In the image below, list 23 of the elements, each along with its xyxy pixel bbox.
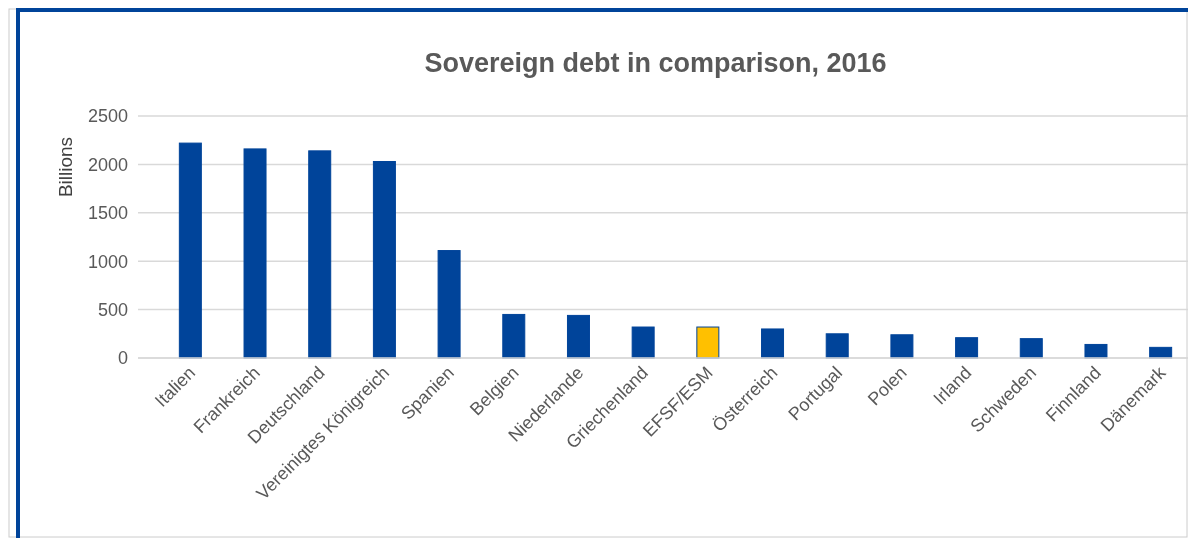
y-tick-label: 0 (117, 348, 128, 369)
y-tick-label: 500 (97, 299, 128, 320)
bar (825, 333, 849, 359)
bar (761, 328, 785, 359)
y-tick-label: 2000 (87, 154, 128, 175)
bar (243, 148, 267, 359)
bar (890, 334, 914, 359)
bar (308, 150, 332, 359)
chart-title: Sovereign debt in comparison, 2016 (424, 48, 887, 78)
bar (1084, 343, 1108, 359)
bar (696, 326, 720, 359)
bar (566, 314, 590, 359)
y-tick-label: 1500 (87, 203, 128, 224)
y-tick-label: 1000 (87, 251, 128, 272)
bar (372, 161, 396, 359)
y-axis-title: Billions (55, 136, 76, 198)
bar (955, 337, 979, 359)
bar (178, 142, 202, 359)
bar (437, 250, 461, 359)
bar (1019, 338, 1043, 359)
bar (502, 313, 526, 359)
y-tick-label: 2500 (87, 106, 128, 127)
bar (631, 326, 655, 359)
